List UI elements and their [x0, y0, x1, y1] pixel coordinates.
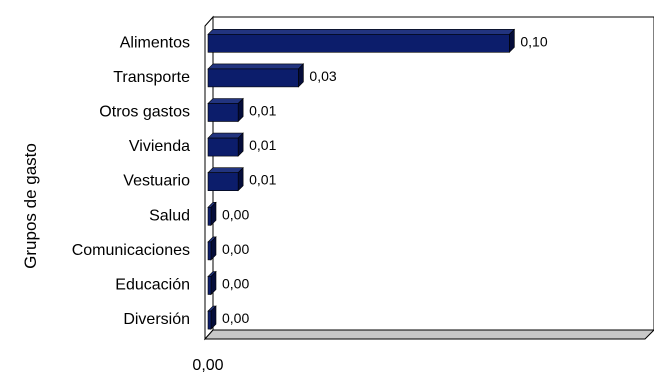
bar-5 [207, 201, 217, 227]
bar-7 [207, 270, 217, 296]
category-label: Salud [149, 207, 190, 224]
bar-top-face [207, 28, 516, 35]
plot-floor [203, 329, 654, 340]
y-axis-title: Grupos de gasto [21, 143, 40, 269]
labels-group: Alimentos 0,10 Transporte 0,03 Otros gastos 0… [72, 33, 548, 328]
value-label: 0,00 [222, 241, 249, 257]
value-label: 0,03 [309, 68, 336, 84]
bar-2 [207, 97, 244, 123]
bar-8 [207, 305, 217, 330]
bar-front-face [207, 33, 510, 53]
bar-front-face [207, 172, 239, 191]
category-label: Alimentos [120, 34, 190, 51]
bar-6 [207, 236, 217, 261]
bar-front-face [207, 241, 212, 261]
bar-0 [207, 28, 516, 54]
bar-front-face [207, 276, 212, 295]
value-label: 0,00 [222, 310, 249, 326]
bar-front-face [207, 207, 212, 226]
bars-group [207, 28, 516, 330]
bar-front-face [207, 103, 239, 122]
x-tick-label: 0,00 [192, 357, 223, 374]
category-label: Otros gastos [99, 104, 190, 121]
value-label: 0,00 [222, 276, 249, 292]
value-label: 0,00 [222, 206, 249, 222]
category-label: Transporte [113, 69, 190, 86]
category-label: Diversión [123, 311, 190, 328]
value-label: 0,01 [249, 137, 276, 153]
bar-front-face [207, 137, 239, 157]
bar-1 [207, 63, 305, 88]
value-label: 0,01 [249, 103, 276, 119]
bar-top-face [207, 98, 244, 104]
value-label: 0,01 [249, 172, 276, 188]
category-label: Vivienda [129, 138, 190, 155]
category-label: Educación [115, 277, 190, 294]
bar-3 [207, 132, 244, 157]
bar-front-face [207, 68, 299, 88]
value-label: 0,10 [520, 33, 547, 49]
category-label: Comunicaciones [72, 242, 190, 259]
category-label: Vestuario [123, 173, 190, 190]
bar-front-face [207, 310, 212, 330]
bar-top-face [207, 167, 244, 173]
bar-top-face [207, 132, 244, 139]
bar-top-face [207, 63, 305, 70]
bar-4 [207, 166, 244, 192]
